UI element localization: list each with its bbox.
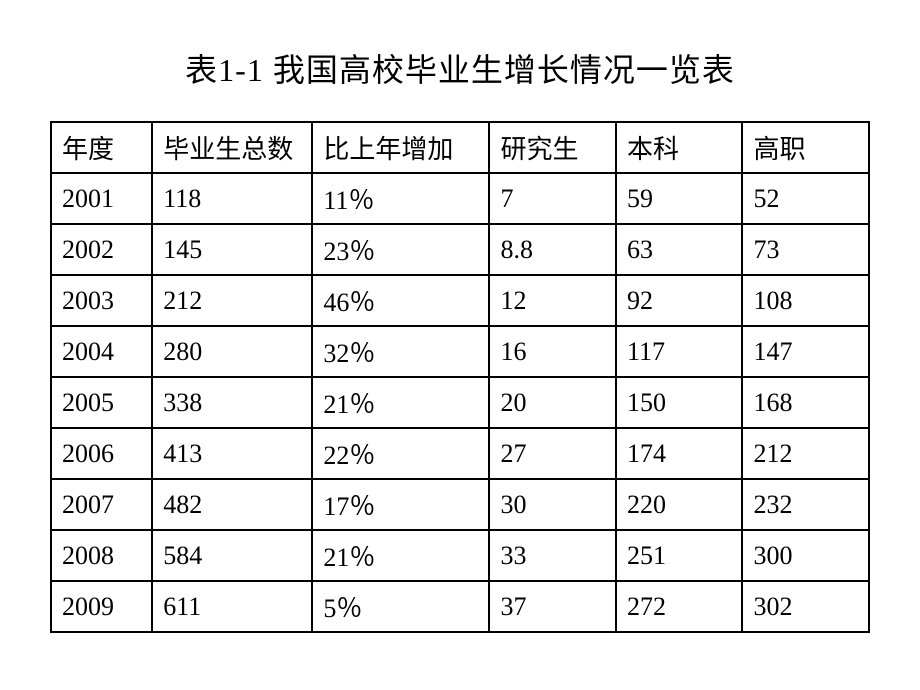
cell-year: 2004	[51, 326, 152, 377]
cell-vocational: 212	[742, 428, 869, 479]
table-row: 200641322％27174212	[51, 428, 869, 479]
table-row: 200321246％1292108	[51, 275, 869, 326]
cell-vocational: 302	[742, 581, 869, 632]
cell-year: 2002	[51, 224, 152, 275]
cell-vocational: 108	[742, 275, 869, 326]
cell-total: 118	[152, 173, 312, 224]
table-row: 20096115％37272302	[51, 581, 869, 632]
table-row: 200214523％8.86373	[51, 224, 869, 275]
cell-total: 212	[152, 275, 312, 326]
cell-grad: 8.8	[489, 224, 615, 275]
header-increase: 比上年增加	[312, 122, 489, 173]
header-total: 毕业生总数	[152, 122, 312, 173]
cell-total: 611	[152, 581, 312, 632]
cell-undergrad: 174	[616, 428, 742, 479]
header-undergrad: 本科	[616, 122, 742, 173]
cell-increase: 17％	[312, 479, 489, 530]
cell-year: 2006	[51, 428, 152, 479]
cell-undergrad: 251	[616, 530, 742, 581]
cell-vocational: 168	[742, 377, 869, 428]
cell-year: 2009	[51, 581, 152, 632]
cell-grad: 7	[489, 173, 615, 224]
cell-undergrad: 272	[616, 581, 742, 632]
cell-increase: 21％	[312, 377, 489, 428]
cell-year: 2005	[51, 377, 152, 428]
cell-undergrad: 92	[616, 275, 742, 326]
cell-grad: 27	[489, 428, 615, 479]
cell-increase: 22％	[312, 428, 489, 479]
cell-undergrad: 117	[616, 326, 742, 377]
cell-total: 145	[152, 224, 312, 275]
cell-grad: 20	[489, 377, 615, 428]
table-row: 200111811％75952	[51, 173, 869, 224]
table-row: 200748217％30220232	[51, 479, 869, 530]
table-row: 200858421％33251300	[51, 530, 869, 581]
cell-grad: 37	[489, 581, 615, 632]
cell-grad: 33	[489, 530, 615, 581]
cell-vocational: 232	[742, 479, 869, 530]
header-grad: 研究生	[489, 122, 615, 173]
cell-undergrad: 220	[616, 479, 742, 530]
table-title: 表1-1 我国高校毕业生增长情况一览表	[50, 45, 870, 91]
cell-increase: 32％	[312, 326, 489, 377]
cell-increase: 46％	[312, 275, 489, 326]
cell-undergrad: 63	[616, 224, 742, 275]
cell-total: 338	[152, 377, 312, 428]
table-header-row: 年度 毕业生总数 比上年增加 研究生 本科 高职	[51, 122, 869, 173]
cell-year: 2001	[51, 173, 152, 224]
header-vocational: 高职	[742, 122, 869, 173]
cell-total: 413	[152, 428, 312, 479]
cell-increase: 23％	[312, 224, 489, 275]
cell-increase: 11％	[312, 173, 489, 224]
cell-undergrad: 150	[616, 377, 742, 428]
table-row: 200533821％20150168	[51, 377, 869, 428]
cell-vocational: 300	[742, 530, 869, 581]
cell-increase: 5％	[312, 581, 489, 632]
cell-total: 482	[152, 479, 312, 530]
table-body: 200111811％75952200214523％8.8637320032124…	[51, 173, 869, 632]
header-year: 年度	[51, 122, 152, 173]
cell-vocational: 52	[742, 173, 869, 224]
cell-vocational: 73	[742, 224, 869, 275]
data-table: 年度 毕业生总数 比上年增加 研究生 本科 高职 200111811％75952…	[50, 121, 870, 633]
cell-vocational: 147	[742, 326, 869, 377]
table-row: 200428032％16117147	[51, 326, 869, 377]
cell-year: 2008	[51, 530, 152, 581]
cell-year: 2007	[51, 479, 152, 530]
cell-total: 280	[152, 326, 312, 377]
cell-grad: 30	[489, 479, 615, 530]
cell-total: 584	[152, 530, 312, 581]
cell-grad: 16	[489, 326, 615, 377]
cell-undergrad: 59	[616, 173, 742, 224]
cell-year: 2003	[51, 275, 152, 326]
cell-increase: 21％	[312, 530, 489, 581]
cell-grad: 12	[489, 275, 615, 326]
